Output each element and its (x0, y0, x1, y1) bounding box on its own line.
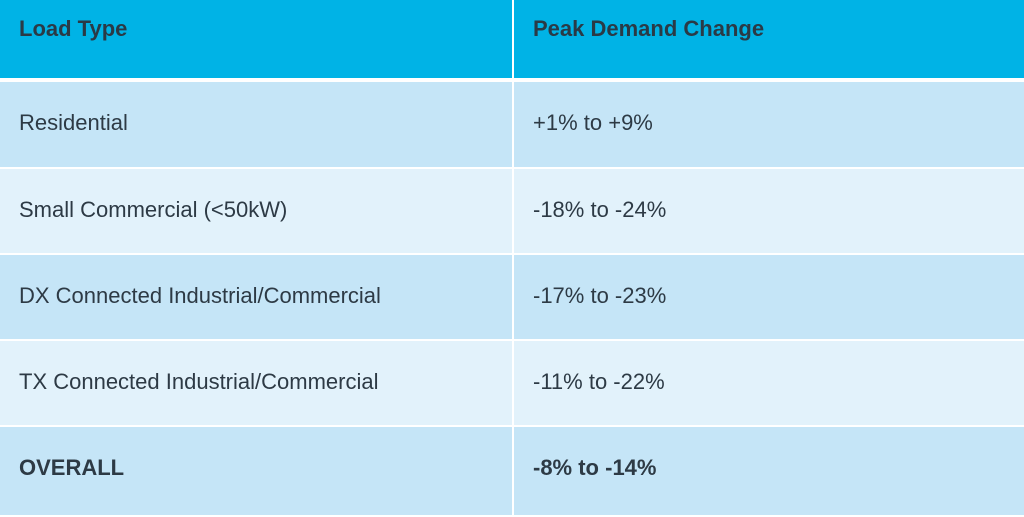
table-row-load-type: DX Connected Industrial/Commercial (0, 255, 512, 341)
table-row-change: +1% to +9% (512, 82, 1024, 169)
header-peak-demand-change: Peak Demand Change (512, 0, 1024, 82)
overall-row-change: -8% to -14% (512, 427, 1024, 517)
table-row-change: -11% to -22% (512, 341, 1024, 427)
table-row-change: -17% to -23% (512, 255, 1024, 341)
table-row-load-type: Residential (0, 82, 512, 169)
table-row-load-type: TX Connected Industrial/Commercial (0, 341, 512, 427)
table-row-load-type: Small Commercial (<50kW) (0, 169, 512, 255)
overall-row-label: OVERALL (0, 427, 512, 517)
table-row-change: -18% to -24% (512, 169, 1024, 255)
header-load-type: Load Type (0, 0, 512, 82)
